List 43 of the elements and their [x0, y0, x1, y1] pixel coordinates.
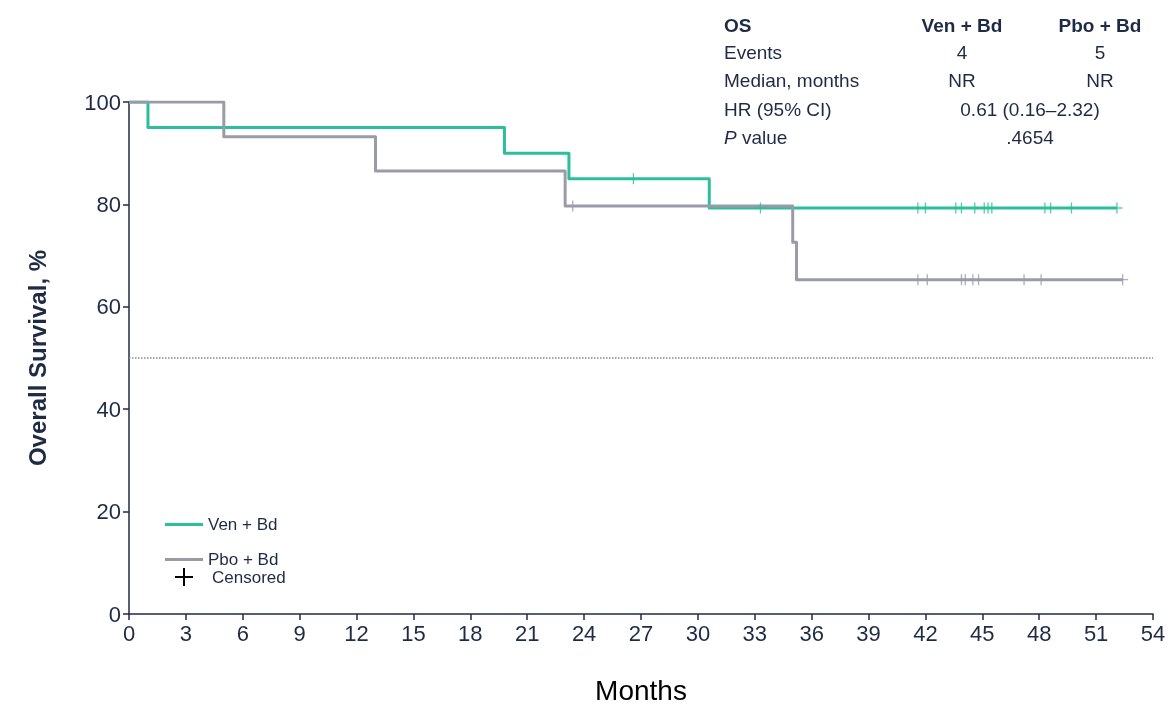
x-tick-label: 21: [514, 620, 540, 646]
x-tick-label: 6: [236, 620, 249, 646]
x-tick-label: 24: [571, 620, 597, 646]
x-tick-label: 27: [628, 620, 654, 646]
text: OS: [724, 14, 752, 36]
y-tick-label: 0: [108, 601, 121, 627]
text: NR: [948, 69, 976, 91]
x-tick-label: 12: [344, 620, 369, 646]
annotation: 0.61 (0.16–2.32): [960, 98, 1100, 120]
x-tick-label: 18: [458, 620, 483, 646]
x-tick-label: 36: [799, 620, 824, 646]
text: 4: [956, 41, 968, 63]
text: Pbo + Bd: [1058, 14, 1142, 36]
x-tick-label: 39: [856, 620, 881, 646]
x-tick-label: 45: [970, 620, 995, 646]
text: Ven + Bd: [921, 14, 1003, 36]
y-tick-label: 40: [96, 396, 121, 422]
x-axis-title: Months: [595, 674, 687, 706]
x-tick-label: 48: [1026, 620, 1052, 646]
annotation: HR (95% CI): [724, 98, 832, 120]
text: Median, months: [724, 69, 860, 91]
legend-label: Ven + Bd: [208, 515, 278, 534]
x-tick-label: 51: [1083, 620, 1109, 646]
x-tick-label: 3: [179, 620, 193, 646]
y-axis-title: Overall Survival, %: [23, 249, 51, 467]
x-tick-label: 54: [1140, 620, 1166, 646]
x-tick-label: 30: [685, 620, 711, 646]
y-tick-label: 20: [96, 499, 121, 525]
x-tick-label: 15: [401, 620, 426, 646]
text: Events: [724, 41, 783, 63]
annotation: P value: [724, 126, 788, 148]
text: NR: [1086, 69, 1114, 91]
x-tick-label: 42: [913, 620, 938, 646]
y-tick-label: 80: [96, 191, 121, 217]
point: [754, 202, 766, 214]
legend-label: Pbo + Bd: [208, 550, 279, 569]
y-tick-label: 100: [84, 89, 121, 115]
annotation: .4654: [1006, 126, 1055, 148]
y-tick-label: 60: [96, 294, 121, 320]
text: 5: [1094, 41, 1106, 63]
x-tick-label: 9: [293, 620, 306, 646]
x-tick-label: 33: [742, 620, 768, 646]
annotation: Censored: [212, 567, 286, 587]
